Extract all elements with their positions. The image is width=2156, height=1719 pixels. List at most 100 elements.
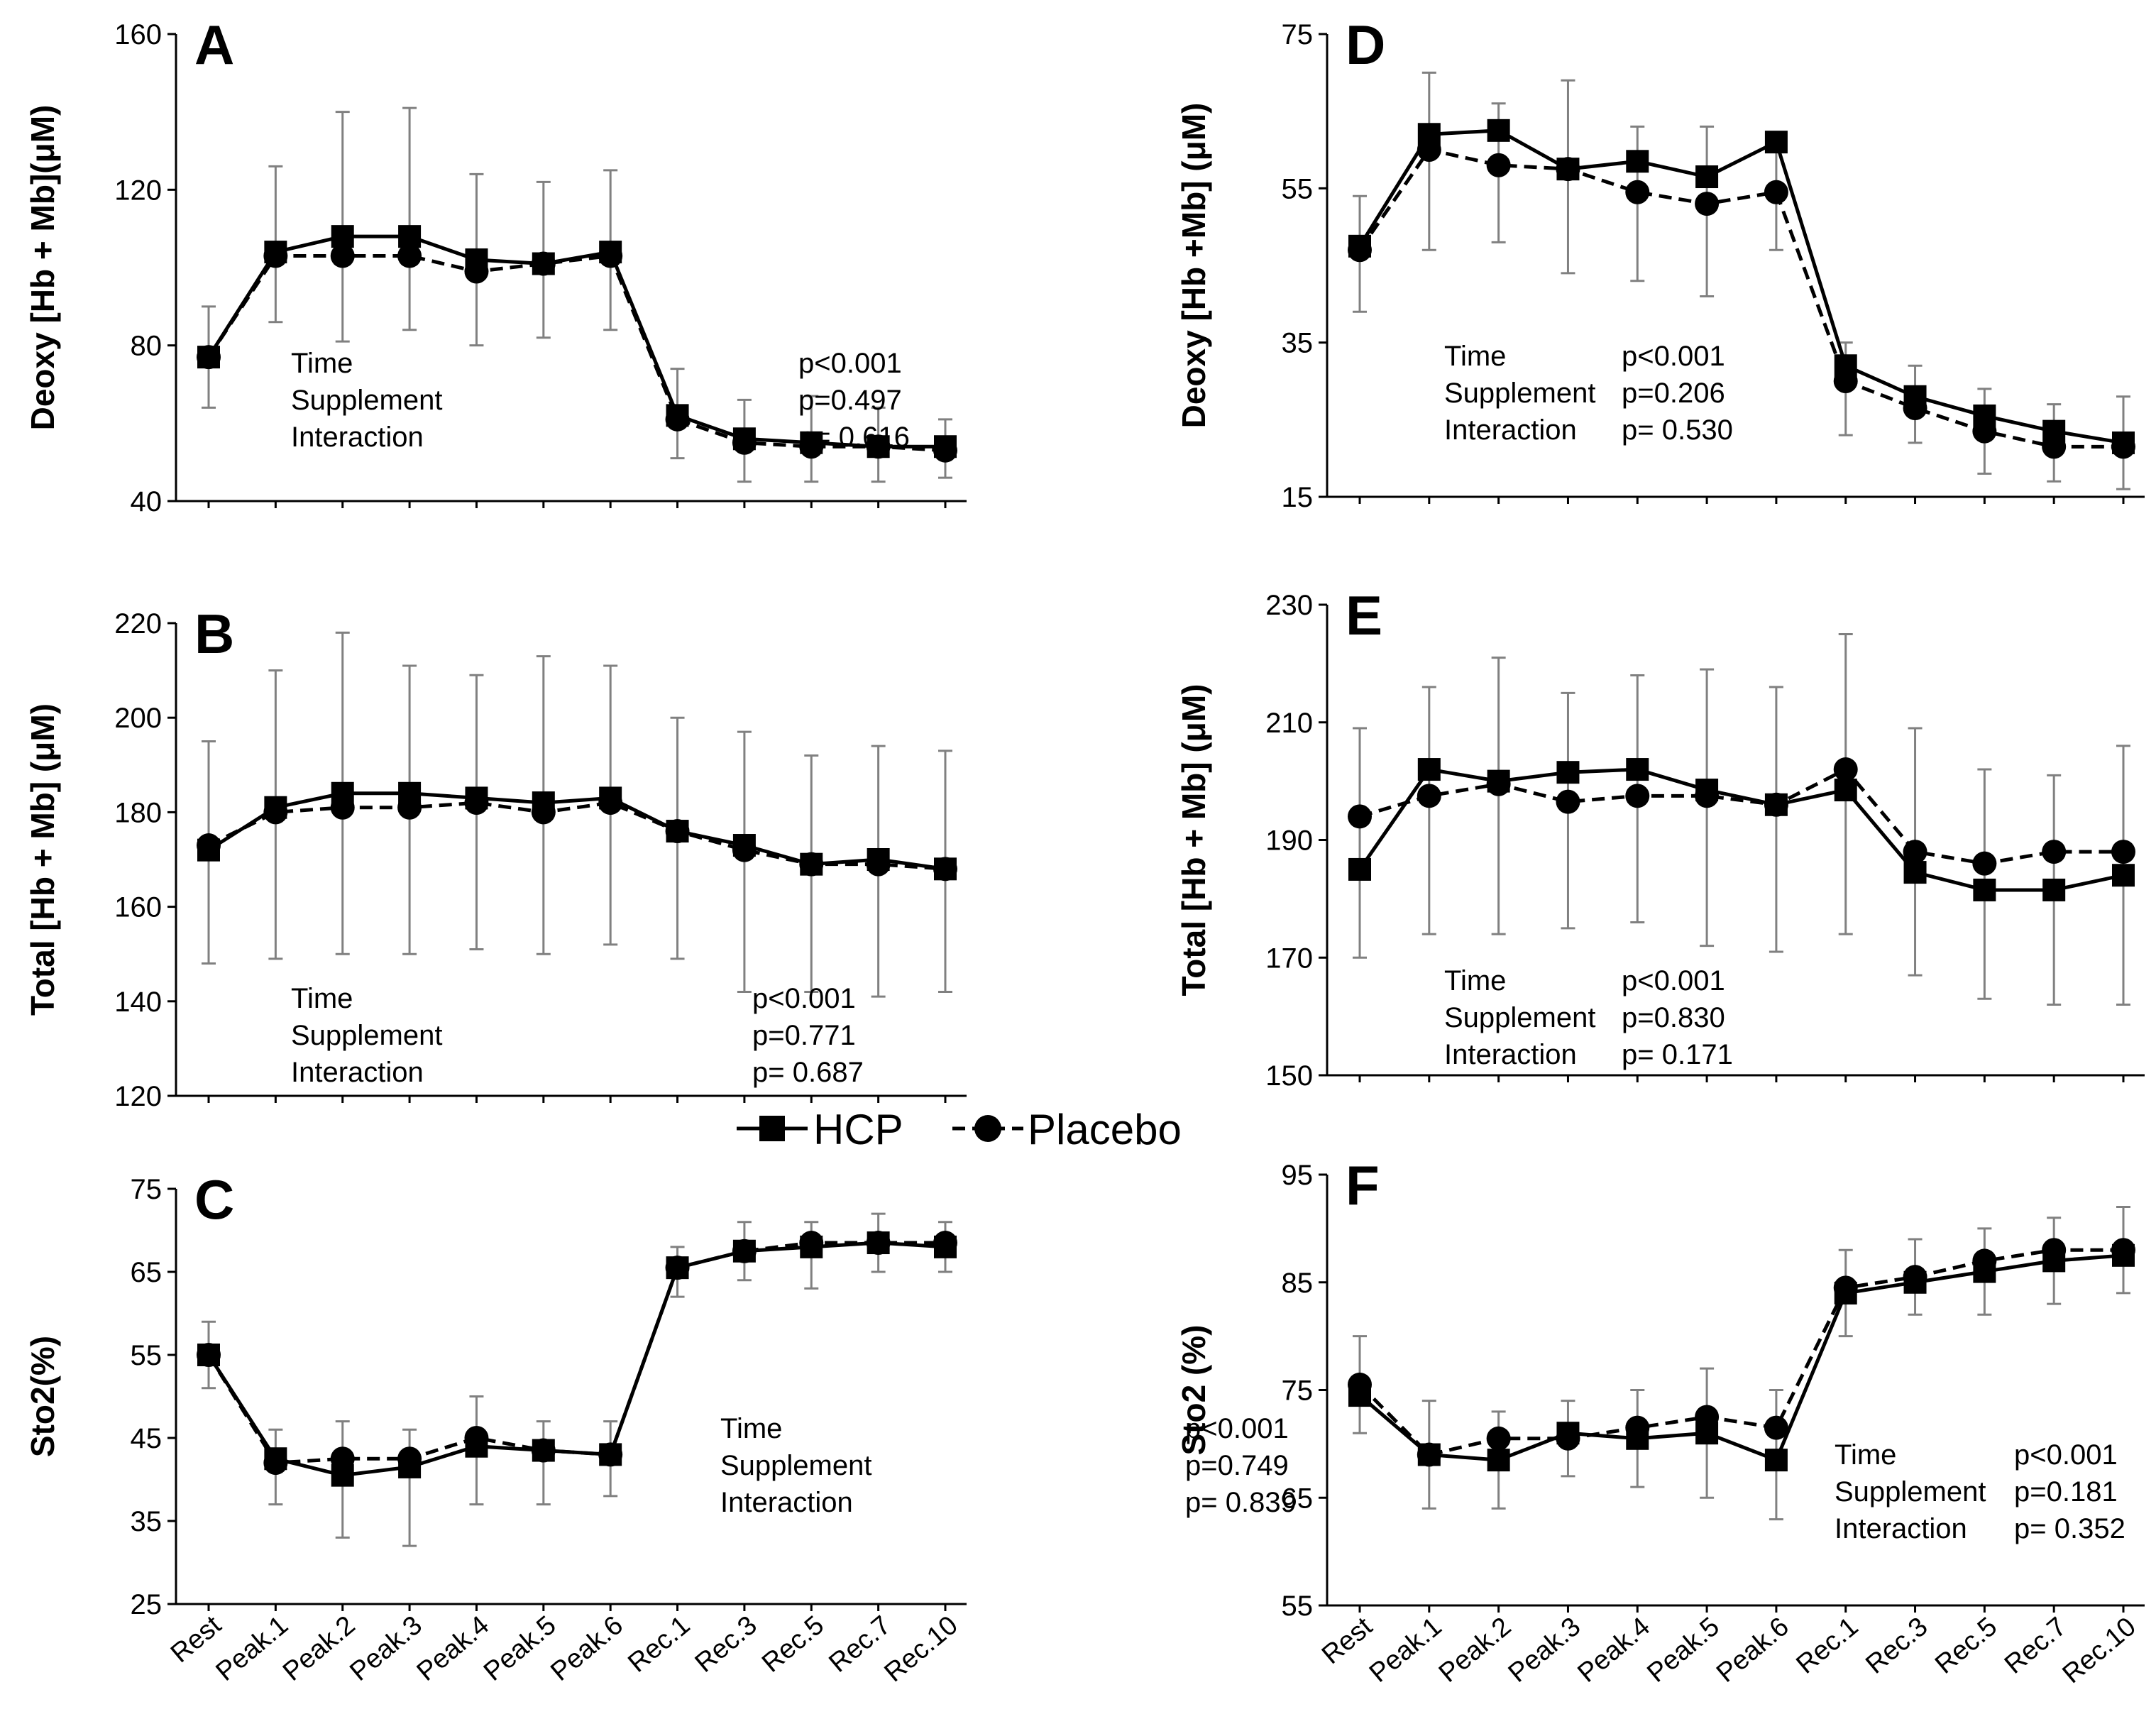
- series-line-placebo-c: [207, 1241, 945, 1465]
- y-tick-label-c-0: 25: [131, 1589, 163, 1620]
- point-placebo-d-5: [1695, 192, 1720, 216]
- series-line-hcp-c: [207, 1241, 946, 1478]
- point-hcp-e-1: [1417, 758, 1441, 781]
- stat-label-f-1: Supplement: [1835, 1476, 1986, 1507]
- point-hcp-c-2: [331, 1463, 354, 1487]
- point-hcp-b-10: [867, 848, 890, 871]
- point-hcp-d-7: [1834, 354, 1857, 378]
- error-bar-e-6: [1769, 686, 1783, 953]
- panel-letter-e: E: [1346, 584, 1382, 647]
- stat-value-e-2: p= 0.171: [1622, 1039, 1733, 1070]
- point-hcp-a-2: [331, 225, 354, 248]
- stat-label-a-1: Supplement: [291, 385, 442, 416]
- point-hcp-a-6: [599, 241, 622, 264]
- stat-value-d-2: p= 0.530: [1622, 414, 1733, 446]
- point-hcp-f-5: [1695, 1422, 1719, 1445]
- point-hcp-a-9: [800, 431, 823, 454]
- point-hcp-d-11: [2112, 431, 2135, 454]
- point-hcp-e-11: [2112, 864, 2135, 887]
- stat-label-d-2: Interaction: [1444, 414, 1577, 446]
- y-tick-label-f-1: 65: [1282, 1483, 1314, 1514]
- series-line-placebo-b: [207, 801, 946, 871]
- error-bar-e-0: [1353, 727, 1367, 959]
- stat-value-f-1: p=0.181: [2014, 1476, 2118, 1507]
- stat-value-f-2: p= 0.352: [2014, 1513, 2125, 1544]
- point-hcp-c-3: [398, 1455, 422, 1478]
- point-hcp-b-1: [264, 796, 287, 819]
- point-placebo-e-9: [1972, 851, 1997, 876]
- point-hcp-a-4: [465, 248, 488, 272]
- point-hcp-c-4: [465, 1434, 488, 1458]
- stat-value-c-2: p= 0.839: [1185, 1487, 1297, 1518]
- point-hcp-e-4: [1626, 758, 1649, 781]
- point-hcp-b-11: [934, 857, 957, 881]
- panel-letter-d: D: [1346, 13, 1385, 76]
- panel-e: 150 170 190 210 230 Total [Hb + Mb] (μM) E Time…: [1175, 584, 2145, 1092]
- panel-letter-b: B: [194, 603, 234, 665]
- point-hcp-c-8: [732, 1239, 756, 1263]
- point-hcp-e-0: [1348, 857, 1371, 881]
- stat-value-e-0: p<0.001: [1622, 965, 1725, 996]
- y-tick-label-f-0: 55: [1282, 1591, 1314, 1622]
- series-line-placebo-e: [1359, 767, 2123, 866]
- legend-hcp-marker: [759, 1116, 785, 1141]
- point-hcp-f-4: [1626, 1427, 1649, 1450]
- stat-value-f-0: p<0.001: [2014, 1439, 2118, 1471]
- stat-value-e-1: p=0.830: [1622, 1002, 1725, 1033]
- point-hcp-c-9: [800, 1235, 823, 1258]
- x-tick-label-c-7: Rec.1: [622, 1610, 695, 1679]
- y-tick-label-c-4: 65: [131, 1257, 163, 1288]
- point-hcp-f-0: [1348, 1384, 1371, 1407]
- error-bar-e-1: [1421, 686, 1436, 935]
- y-tick-label-d-0: 15: [1282, 482, 1314, 513]
- x-tick-label-f-8: Rec.3: [1860, 1612, 1933, 1680]
- y-tick-label-d-2: 55: [1282, 173, 1314, 204]
- point-placebo-d-4: [1625, 180, 1650, 204]
- y-tick-label-e-0: 150: [1265, 1060, 1313, 1092]
- y-tick-label-c-3: 55: [131, 1340, 163, 1371]
- stat-label-f-2: Interaction: [1835, 1513, 1967, 1544]
- point-hcp-f-6: [1764, 1449, 1788, 1472]
- point-hcp-c-0: [197, 1344, 220, 1366]
- y-axis-title-c: Sto2(%): [24, 1336, 61, 1457]
- error-bar-c-5: [536, 1420, 551, 1506]
- point-hcp-e-3: [1556, 761, 1580, 784]
- y-tick-label-a-2: 120: [114, 175, 162, 206]
- panel-letter-a: A: [194, 13, 234, 76]
- point-hcp-a-7: [666, 404, 689, 427]
- point-hcp-d-4: [1626, 150, 1649, 173]
- stat-label-c-0: Time: [720, 1413, 782, 1444]
- point-placebo-e-3: [1556, 789, 1580, 814]
- point-hcp-f-2: [1487, 1449, 1510, 1472]
- panel-letter-c: C: [194, 1168, 234, 1231]
- y-tick-label-f-3: 85: [1282, 1268, 1314, 1299]
- point-hcp-b-7: [666, 820, 689, 843]
- point-placebo-e-4: [1625, 784, 1650, 808]
- point-hcp-f-7: [1834, 1281, 1857, 1305]
- x-tick-label-f-7: Rec.1: [1791, 1612, 1864, 1680]
- stat-value-d-0: p<0.001: [1622, 341, 1725, 372]
- point-hcp-a-8: [732, 427, 756, 451]
- stat-label-b-2: Interaction: [291, 1057, 424, 1088]
- point-hcp-b-2: [331, 781, 354, 805]
- x-tick-label-c-11: Rec.10: [879, 1610, 964, 1688]
- point-hcp-e-8: [1903, 861, 1927, 884]
- point-placebo-d-2: [1486, 153, 1511, 177]
- point-hcp-c-10: [867, 1231, 890, 1255]
- y-axis-title-e: Total [Hb + Mb] (μM): [1175, 684, 1212, 996]
- point-hcp-b-3: [398, 781, 422, 805]
- stat-label-f-0: Time: [1835, 1439, 1896, 1471]
- point-hcp-a-0: [197, 346, 220, 369]
- point-hcp-e-9: [1973, 878, 1996, 901]
- x-tick-label-c-3: Peak.3: [344, 1610, 428, 1687]
- series-line-hcp-d: [1358, 128, 2124, 445]
- y-tick-label-a-1: 80: [131, 331, 163, 362]
- stat-label-a-2: Interaction: [291, 422, 424, 453]
- point-hcp-b-0: [197, 838, 220, 862]
- legend-placebo-label: Placebo: [1028, 1106, 1182, 1153]
- series-line-placebo-f: [1358, 1248, 2123, 1457]
- x-tick-label-f-9: Rec.5: [1930, 1612, 2003, 1680]
- legend-placebo-marker: [974, 1115, 1001, 1142]
- stat-value-b-0: p<0.001: [752, 983, 856, 1014]
